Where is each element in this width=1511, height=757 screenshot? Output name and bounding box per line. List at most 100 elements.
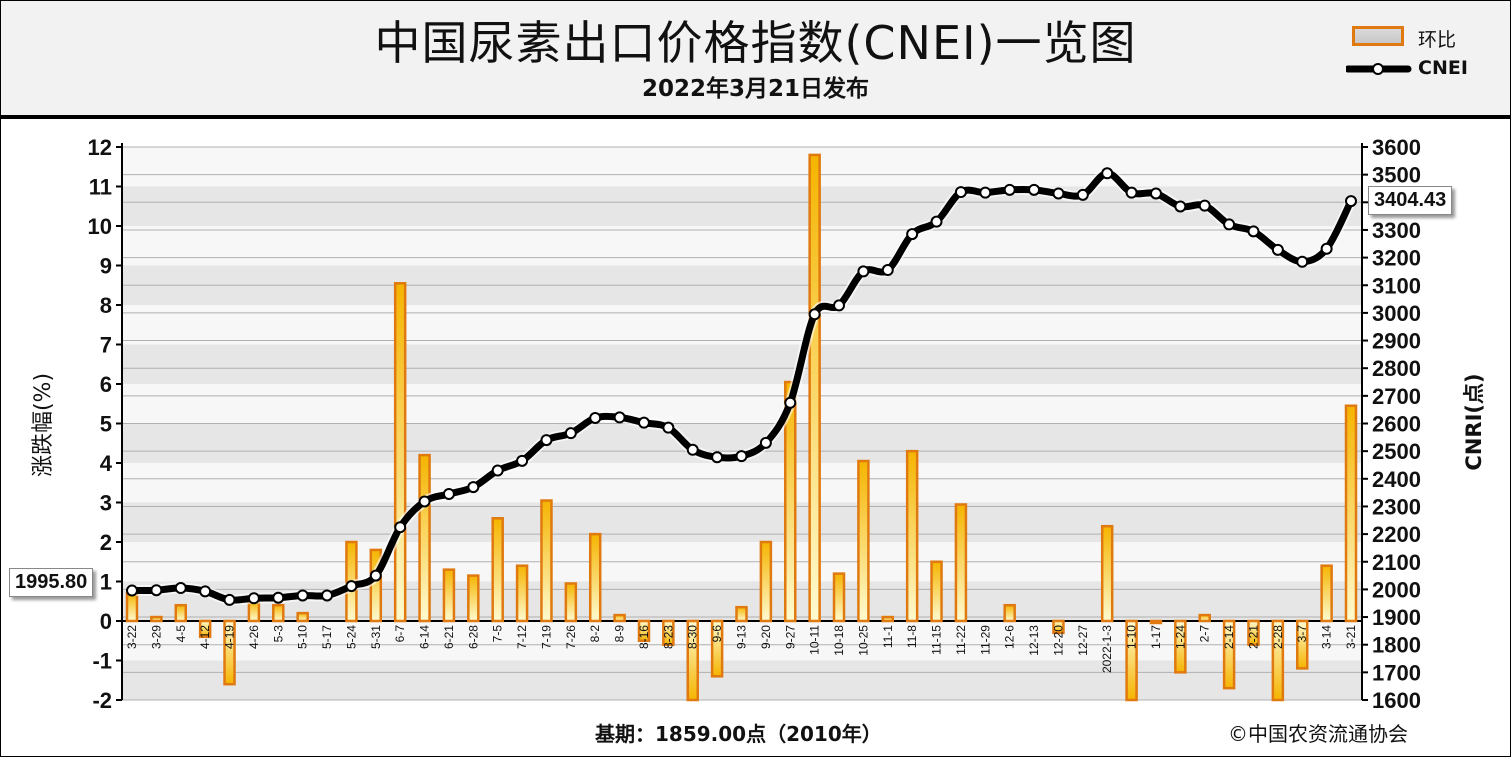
cnei-point [516,454,529,467]
cnei-point [418,495,431,508]
cnei-point [247,592,260,605]
bar [857,459,870,623]
left-axis-label: 涨跌幅(%) [31,373,56,477]
bar [393,282,407,623]
cnei-point [1028,183,1041,196]
bar [735,605,748,623]
bar [930,560,943,623]
cnei-point [954,186,967,199]
left-tick-label: 4 [100,451,113,476]
left-tick-label: -2 [92,688,112,713]
bar [905,449,919,623]
cnei-point [1101,167,1114,180]
x-tick-label: 5-31 [369,625,383,649]
x-tick-label: 6-28 [466,625,480,649]
bar [198,619,212,639]
cnei-point [369,569,382,582]
end-value-callout: 3404.43 [1368,186,1453,215]
left-tick-label: -1 [92,649,112,674]
left-tick-label: 11 [89,175,112,200]
bar [1198,613,1211,623]
x-tick-label: 12-20 [1051,625,1065,656]
cnei-point [1345,195,1357,208]
right-tick-label: 2600 [1372,412,1421,437]
cnei-point [126,584,138,597]
bar [1125,619,1138,702]
legend-line-swatch [1346,63,1412,75]
left-tick-label: 12 [88,135,112,160]
bar [442,568,456,623]
grid-band [122,305,1362,345]
left-tick-label: 10 [88,214,112,239]
cnei-point [833,299,846,312]
x-tick-label: 9-6 [710,625,724,643]
x-tick-label: 6-7 [393,625,407,643]
right-tick-label: 3100 [1372,273,1421,298]
cnei-point [637,416,650,429]
cnei-point [345,580,358,593]
left-tick-label: 3 [100,491,112,516]
bar [881,615,895,623]
right-tick-label: 2900 [1372,329,1421,354]
cnei-point [1174,200,1187,213]
x-tick-label: 2-21 [1246,625,1260,649]
x-tick-label: 2-28 [1271,625,1285,649]
right-tick-label: 2400 [1372,467,1421,492]
right-tick-label: 3500 [1372,163,1421,188]
cnei-point [881,264,894,277]
cnei-point [906,228,919,241]
grid-band [122,621,1362,661]
x-tick-label: 3-14 [1320,625,1334,649]
x-tick-label: 6-14 [418,625,432,649]
right-tick-label: 1900 [1372,605,1421,630]
legend-bar-label: 环比 [1418,29,1457,51]
x-tick-label: 11-15 [930,625,944,655]
left-tick-label: 6 [100,372,112,397]
legend: 环比 CNEI [1346,21,1496,91]
cnei-point [1149,187,1162,200]
cnei-point [467,481,480,494]
x-tick-label: 4-19 [223,625,237,649]
left-tick-label: 9 [100,254,112,279]
bar [1344,404,1358,623]
x-tick-label: 5-3 [271,625,285,643]
cnei-point [784,396,797,409]
right-tick-label: 2800 [1372,356,1421,381]
bar [491,517,504,623]
x-tick-label: 4-26 [247,625,261,649]
bar [223,619,236,686]
x-tick-label: 5-24 [344,625,358,649]
cnei-point [1271,243,1284,256]
start-value-callout: 1995.80 [9,568,94,597]
cnei-point [540,434,553,447]
legend-item-bar: 环比 [1346,23,1496,51]
x-tick-label: 10-11 [808,625,822,655]
bar [1149,619,1163,625]
bar [1003,603,1016,623]
bar [954,503,968,623]
bar [759,540,773,623]
right-tick-label: 1800 [1372,633,1421,658]
x-tick-label: 9-27 [783,625,797,649]
cnei-point [272,591,285,604]
grid-band [122,384,1362,424]
x-tick-label: 7-26 [564,625,578,649]
bar [1295,619,1309,670]
x-tick-label: 7-19 [539,625,553,649]
cnei-point [686,443,699,456]
x-tick-label: 5-10 [296,625,310,649]
cnei-point [491,464,504,477]
cnei-point [857,265,870,278]
x-tick-label: 11-8 [905,625,919,648]
cnei-point [564,427,577,440]
bar [588,532,602,623]
bar [467,574,480,623]
chart-title: 中国尿素出口价格指数(CNEI)一览图 [374,16,1137,70]
cnei-point [589,411,602,424]
cnei-point [1052,187,1065,200]
bar [1271,619,1285,702]
left-tick-label: 1 [100,570,112,595]
chart-subtitle: 2022年3月21日发布 [641,76,870,102]
x-tick-label: 8-23 [661,625,675,649]
x-tick-label: 12-27 [1076,625,1090,656]
